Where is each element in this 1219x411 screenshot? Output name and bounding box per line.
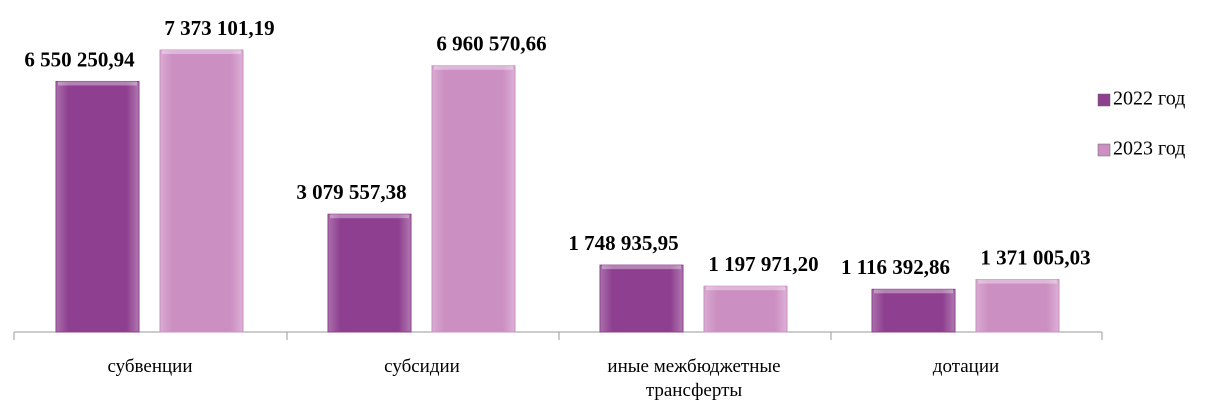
bar-top [58,81,137,86]
bar-top [978,279,1057,284]
value-label: 3 079 557,38 [296,180,406,204]
bar [975,279,1060,333]
value-label: 1 748 935,95 [568,231,678,255]
bar-top [434,65,513,70]
legend-label: 2023 год [1113,138,1185,160]
legend-swatch [1097,93,1111,107]
x-tick-label: иные межбюджетные трансферты [607,356,781,401]
bar [327,213,412,333]
bar-top [162,50,241,54]
bar-top [602,265,681,270]
legend-label: 2022 год [1113,88,1185,110]
bar [599,264,684,333]
value-label: 6 550 250,94 [24,47,135,71]
bar-top [330,214,409,219]
legend-swatch [1097,143,1111,157]
value-label: 7 373 101,19 [164,16,274,40]
x-tick-label: субвенции [107,356,193,377]
value-label: 1 116 392,86 [841,255,950,279]
bar [55,80,140,333]
x-tick-label: субсидии [384,356,460,377]
bar [703,285,788,333]
value-label: 6 960 570,66 [436,32,546,56]
value-label: 1 197 971,20 [708,252,818,276]
bar-top [706,286,785,291]
bar-top [874,289,953,294]
bar [431,65,516,333]
x-tick-label: дотации [932,356,1000,377]
value-label: 1 371 005,03 [980,245,1090,269]
axis-ticks [13,332,1103,340]
bar [871,288,956,333]
bar [159,49,244,333]
